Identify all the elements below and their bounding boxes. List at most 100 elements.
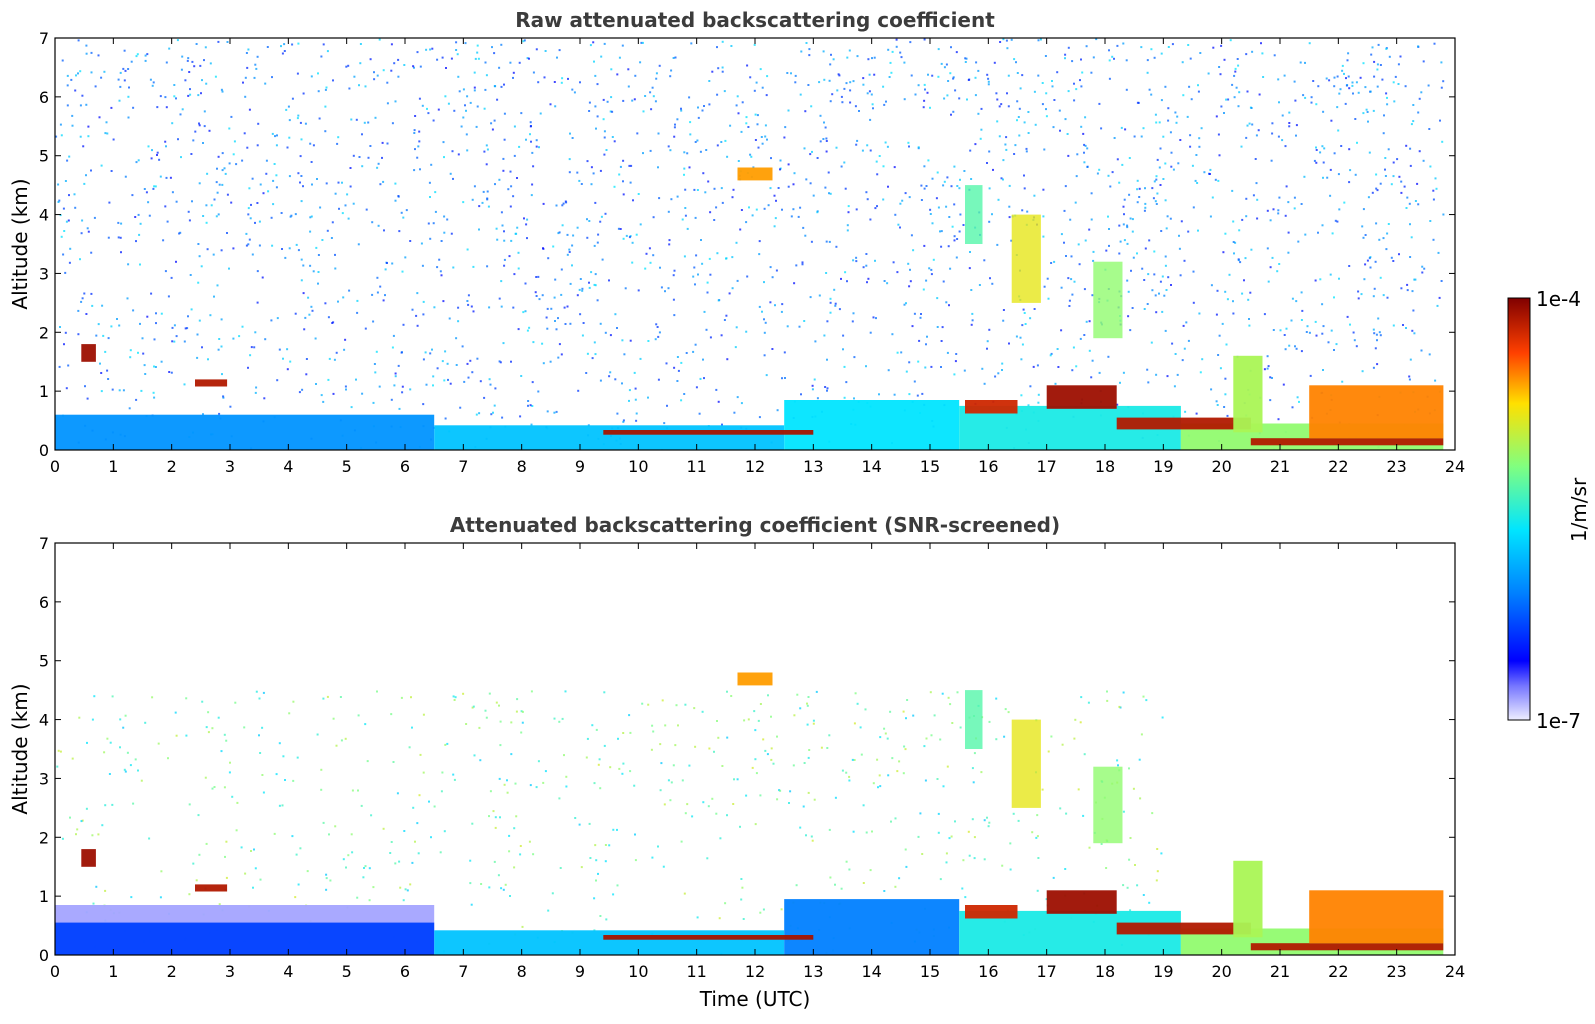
noise-point — [1436, 304, 1439, 307]
noise-point — [1364, 234, 1367, 236]
noise-point — [349, 185, 352, 188]
noise-point — [1007, 74, 1010, 77]
noise-point — [673, 366, 676, 369]
noise-point — [1345, 77, 1347, 80]
noise-point — [1059, 129, 1061, 132]
noise-point — [258, 697, 261, 700]
noise-point — [869, 331, 872, 334]
noise-point — [697, 106, 699, 109]
noise-point — [846, 280, 848, 283]
noise-point — [759, 68, 762, 71]
noise-point — [1118, 705, 1121, 708]
noise-point — [594, 273, 597, 276]
noise-point — [829, 311, 832, 314]
noise-point — [650, 748, 653, 751]
noise-point — [398, 230, 401, 233]
noise-point — [350, 118, 353, 121]
noise-point — [231, 795, 234, 798]
noise-point — [153, 396, 156, 399]
noise-point — [325, 86, 328, 89]
noise-point — [762, 908, 765, 911]
noise-point — [1432, 238, 1435, 241]
noise-point — [933, 714, 936, 717]
noise-point — [1116, 44, 1119, 47]
noise-point — [97, 54, 100, 57]
noise-point — [140, 779, 143, 782]
noise-point — [1173, 385, 1176, 388]
noise-point — [64, 180, 67, 182]
noise-point — [720, 141, 723, 143]
noise-point — [840, 887, 843, 890]
noise-point — [86, 741, 88, 744]
noise-point — [1010, 239, 1013, 242]
noise-point — [586, 352, 589, 355]
noise-point — [101, 304, 104, 307]
noise-point — [700, 239, 702, 241]
noise-point — [676, 380, 679, 382]
noise-point — [517, 328, 520, 331]
noise-point — [488, 306, 491, 309]
noise-point — [1195, 154, 1198, 156]
noise-point — [1272, 329, 1275, 331]
noise-point — [788, 802, 790, 804]
noise-point — [344, 204, 347, 207]
noise-point — [1033, 90, 1036, 93]
noise-point — [367, 156, 370, 159]
noise-point — [794, 74, 797, 77]
noise-point — [1136, 179, 1139, 182]
noise-point — [752, 166, 755, 169]
noise-point — [929, 106, 931, 109]
x-tick-label: 5 — [342, 457, 352, 476]
noise-point — [1442, 80, 1445, 83]
noise-point — [1169, 217, 1172, 220]
noise-point — [871, 57, 873, 60]
noise-point — [335, 351, 338, 354]
noise-point — [795, 264, 798, 267]
noise-point — [988, 220, 991, 223]
noise-point — [184, 327, 187, 330]
noise-point — [85, 174, 87, 177]
noise-point — [1428, 128, 1431, 130]
noise-point — [532, 853, 535, 856]
y-tick-label: 5 — [39, 652, 49, 671]
noise-point — [60, 235, 63, 238]
noise-point — [1400, 191, 1403, 194]
noise-point — [320, 788, 323, 791]
noise-point — [876, 758, 879, 761]
noise-point — [741, 101, 744, 104]
noise-point — [1376, 339, 1378, 342]
noise-point — [67, 364, 70, 367]
noise-point — [142, 352, 145, 355]
noise-point — [685, 352, 688, 354]
noise-point — [1223, 58, 1226, 61]
noise-point — [1333, 296, 1335, 299]
noise-point — [104, 804, 107, 807]
noise-point — [528, 840, 531, 843]
noise-point — [901, 199, 904, 202]
noise-point — [411, 726, 413, 729]
noise-point — [143, 188, 146, 190]
noise-point — [755, 81, 758, 84]
noise-point — [1267, 365, 1270, 368]
noise-point — [599, 220, 602, 223]
noise-point — [1001, 864, 1004, 867]
noise-point — [930, 273, 933, 276]
noise-point — [1064, 53, 1067, 56]
noise-point — [1047, 297, 1050, 300]
noise-point — [291, 97, 294, 100]
noise-point — [156, 154, 158, 156]
noise-point — [311, 183, 313, 186]
noise-point — [667, 210, 670, 213]
noise-point — [357, 714, 360, 717]
noise-point — [71, 757, 74, 760]
noise-point — [1314, 279, 1317, 282]
heatmap-area — [55, 672, 1444, 955]
noise-point — [493, 52, 496, 55]
noise-point — [825, 140, 828, 142]
noise-point — [757, 146, 760, 149]
noise-point — [1357, 297, 1360, 300]
noise-point — [171, 340, 174, 343]
layer-cloud — [737, 167, 773, 181]
noise-point — [837, 73, 840, 76]
noise-point — [1058, 109, 1061, 112]
